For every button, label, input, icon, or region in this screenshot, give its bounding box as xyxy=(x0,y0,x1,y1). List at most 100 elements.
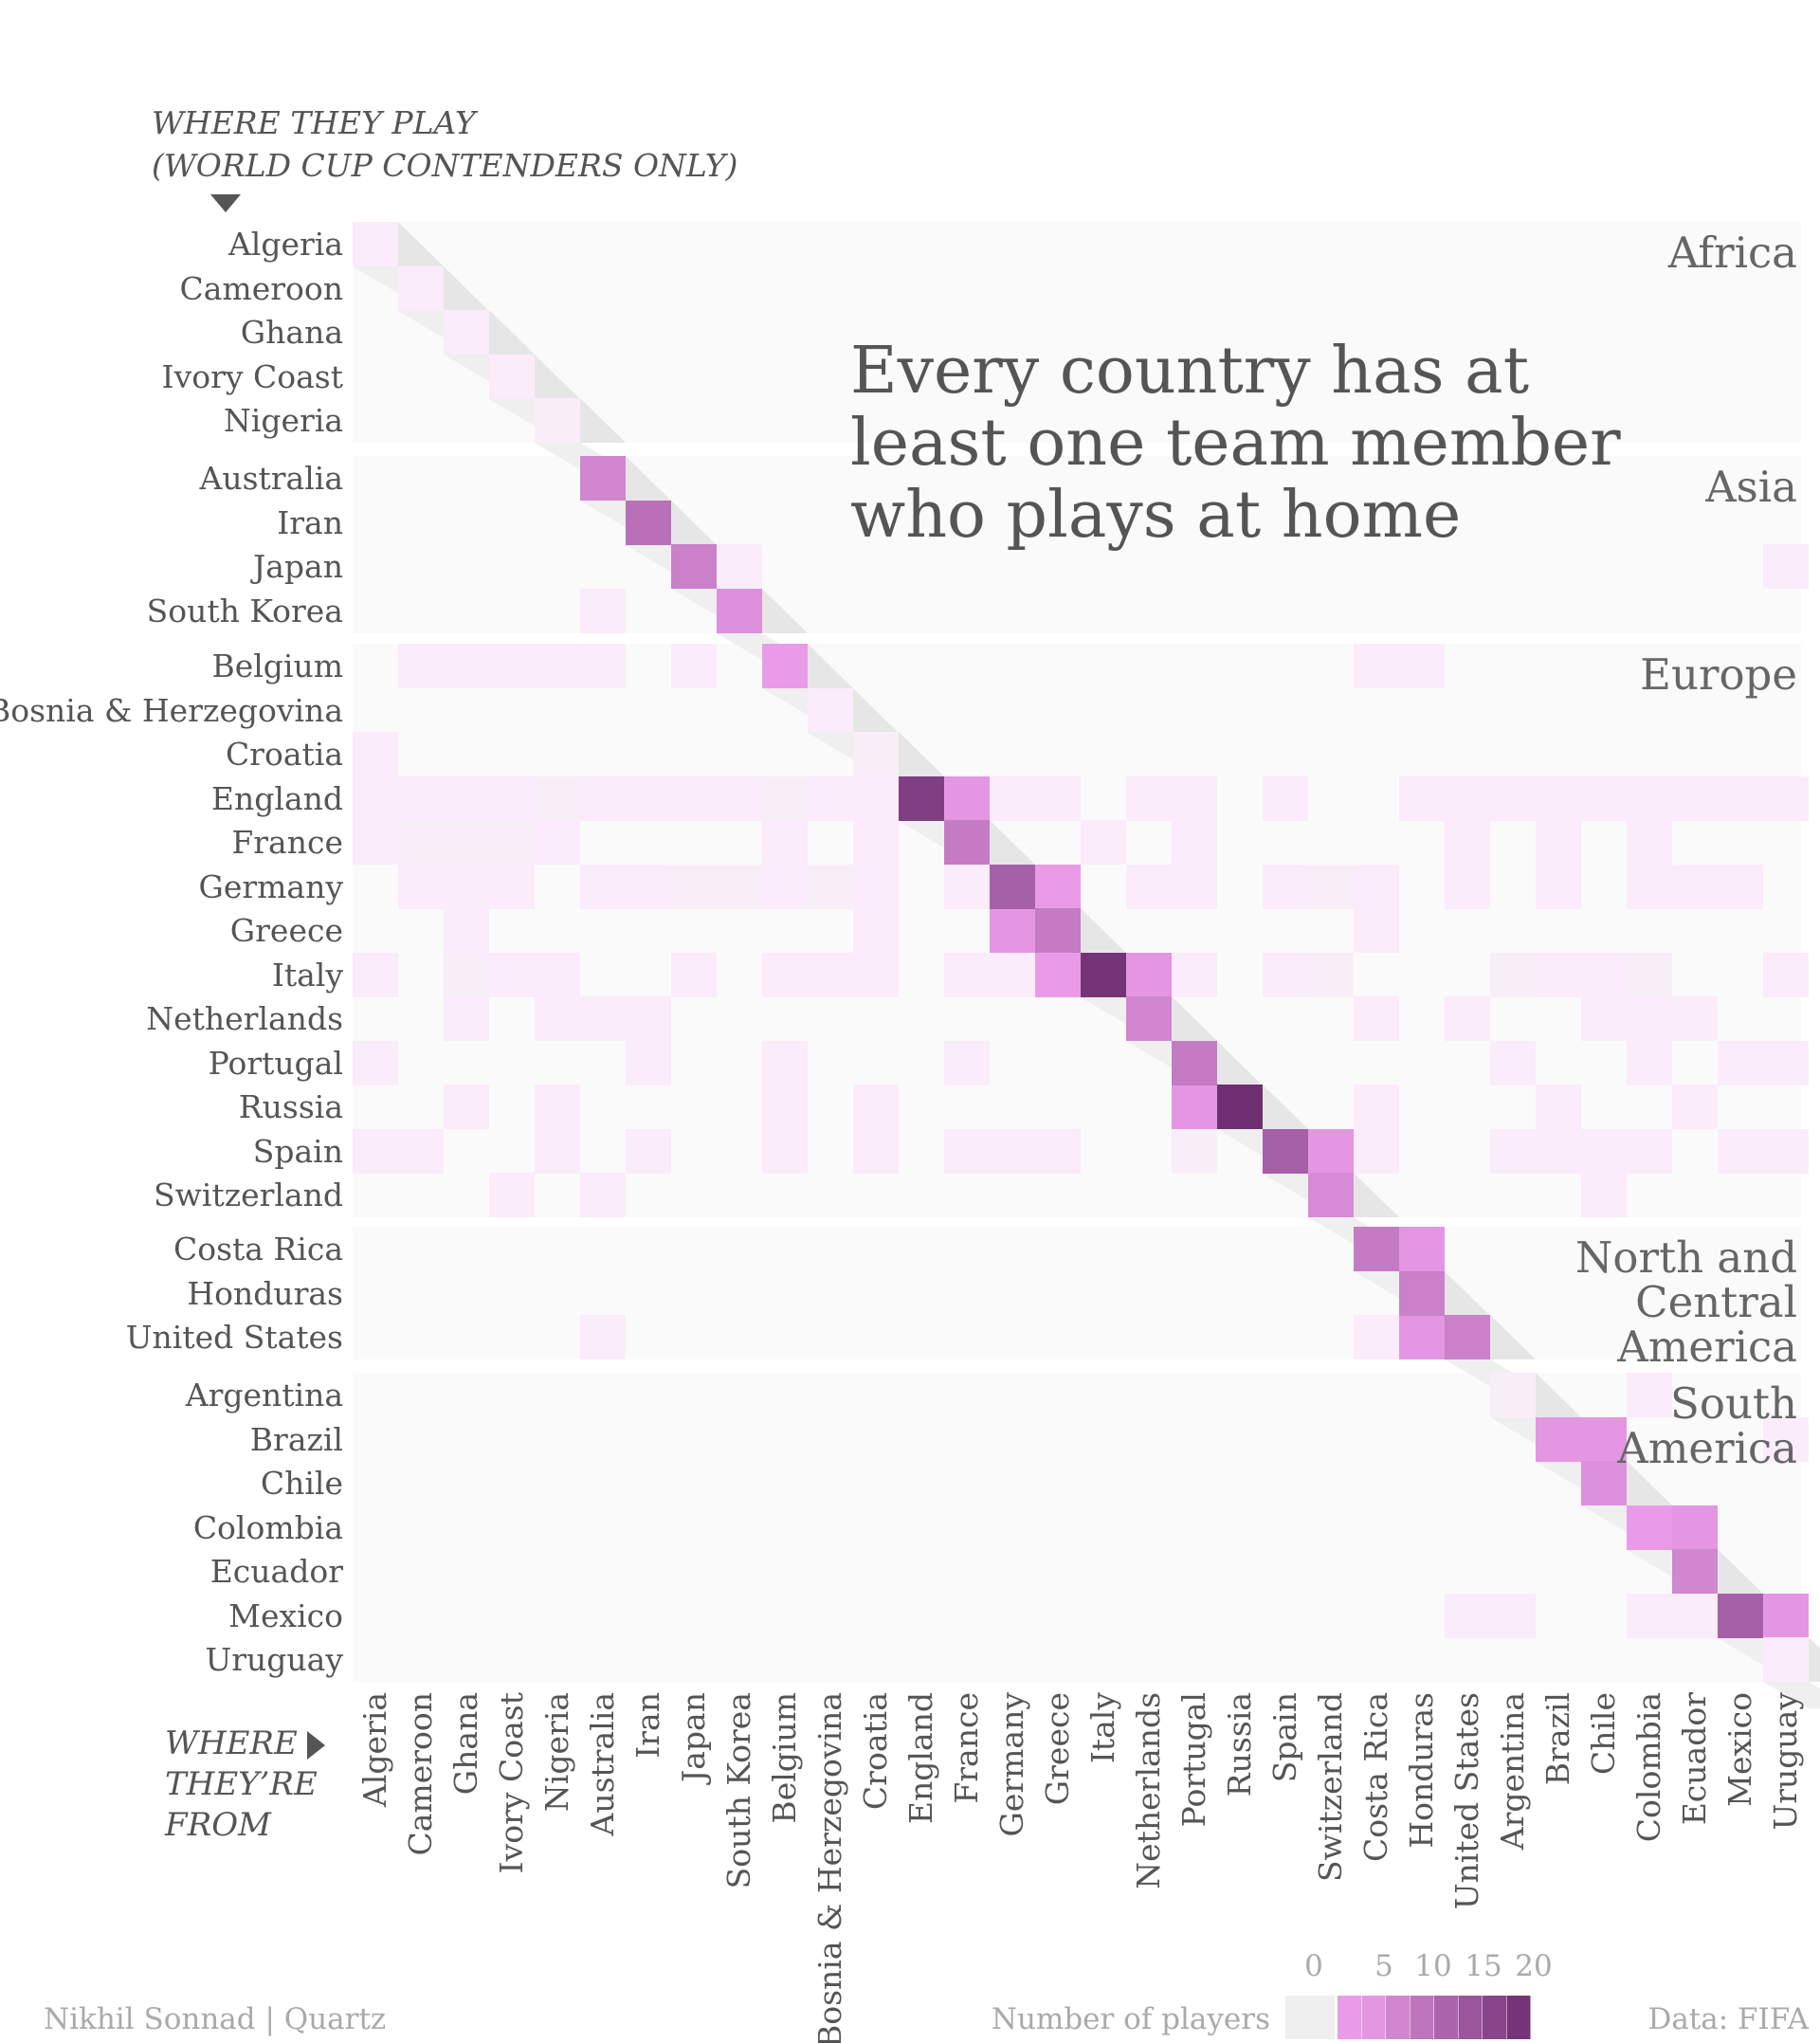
region-label: Asia xyxy=(1704,462,1797,512)
heatmap-cell xyxy=(444,908,489,953)
x-axis-title-line3: FROM xyxy=(164,1806,272,1844)
heatmap-cell xyxy=(444,1085,489,1129)
column-label: Ivory Coast xyxy=(493,1692,530,1873)
heatmap-cell-diagonal xyxy=(1490,1373,1536,1417)
heatmap-cell xyxy=(853,1085,899,1129)
heatmap-cell xyxy=(580,589,626,633)
legend-tick: 5 xyxy=(1374,1949,1393,1983)
x-axis-title-line2: THEY’RE xyxy=(165,1765,318,1803)
heatmap-cell xyxy=(717,865,762,909)
heatmap-cell xyxy=(1172,820,1217,865)
column-label: Portugal xyxy=(1175,1692,1212,1827)
heatmap-cell xyxy=(1354,644,1399,688)
heatmap-cell xyxy=(1763,1417,1809,1462)
headline: Every country has at least one team memb… xyxy=(850,334,1621,553)
heatmap-cell-diagonal xyxy=(990,865,1035,909)
heatmap-cell xyxy=(444,776,489,821)
heatmap-cell xyxy=(1035,1129,1081,1174)
heatmap-cell xyxy=(1536,953,1581,997)
diagonal-shadow xyxy=(853,688,899,733)
heatmap-cell xyxy=(1445,865,1490,909)
heatmap-cell xyxy=(762,1041,808,1085)
heatmap-cell xyxy=(1490,1041,1536,1085)
column-label: Spain xyxy=(1266,1692,1303,1782)
heatmap-cell xyxy=(1354,996,1399,1041)
diagonal-shadow xyxy=(671,501,717,545)
y-axis-title-line1: WHERE THEY PLAY xyxy=(152,104,479,141)
row-label: Ghana xyxy=(241,314,343,351)
diagonal-shadow xyxy=(899,732,944,776)
row-label: Iran xyxy=(277,504,343,541)
heatmap-cell xyxy=(1627,865,1672,909)
heatmap-cell xyxy=(580,1315,626,1359)
region-label: Europe xyxy=(1640,649,1797,700)
heatmap-cell xyxy=(717,776,762,821)
heatmap-cell xyxy=(353,732,398,776)
diagonal-shadow xyxy=(1081,908,1126,953)
heatmap-cell xyxy=(1172,865,1217,909)
heatmap-cell xyxy=(444,996,489,1041)
row-label: Brazil xyxy=(250,1421,343,1458)
heatmap-cell xyxy=(1581,1129,1627,1174)
heatmap-cell xyxy=(580,1173,626,1217)
legend-swatch xyxy=(1361,1996,1386,2039)
heatmap-cell-diagonal xyxy=(899,776,944,821)
heatmap-cell xyxy=(1581,1173,1627,1217)
heatmap-cell xyxy=(1490,1129,1536,1174)
column-label: Uruguay xyxy=(1767,1692,1804,1831)
row-label: Germany xyxy=(198,868,343,905)
diagonal-shadow xyxy=(1763,1682,1820,1709)
y-axis-title-line2: (WORLD CUP CONTENDERS ONLY) xyxy=(152,147,737,184)
heatmap-cell xyxy=(762,953,808,997)
row-label: Cameroon xyxy=(179,270,343,307)
diagonal-shadow xyxy=(535,355,580,399)
column-label: Cameroon xyxy=(402,1692,439,1856)
row-label: Colombia xyxy=(193,1509,343,1546)
heatmap-cell xyxy=(626,996,671,1041)
column-label: Ghana xyxy=(447,1692,484,1795)
heatmap-cell xyxy=(1763,953,1809,997)
heatmap-cell-diagonal xyxy=(808,688,853,733)
heatmap-cell-diagonal xyxy=(944,820,990,865)
diagonal-shadow xyxy=(444,266,489,311)
heatmap-cell xyxy=(444,644,489,688)
heatmap-cells xyxy=(353,222,1820,1709)
column-labels: Algeria Cameroon Ghana Ivory Coast Nigeria Au… xyxy=(356,1692,1804,2043)
heatmap-cell xyxy=(1445,1594,1490,1638)
column-label: Argentina xyxy=(1494,1692,1531,1851)
heatmap-cell xyxy=(353,953,398,997)
heatmap-cell xyxy=(535,644,580,688)
row-label: Spain xyxy=(253,1133,343,1170)
heatmap-cell xyxy=(398,776,444,821)
heatmap-cell-diagonal xyxy=(1536,1417,1581,1462)
heatmap-cell-diagonal xyxy=(1172,1041,1217,1085)
heatmap-cell xyxy=(990,776,1035,821)
heatmap-cell xyxy=(717,544,762,589)
heatmap-cell xyxy=(1536,865,1581,909)
heatmap-cell xyxy=(1718,1129,1763,1174)
heatmap-cell xyxy=(626,1041,671,1085)
heatmap-cell-diagonal xyxy=(444,310,489,355)
credit: Nikhil Sonnad | Quartz xyxy=(44,2002,386,2036)
column-label: Russia xyxy=(1221,1692,1258,1797)
region-label: America xyxy=(1616,1423,1797,1473)
heatmap-cell xyxy=(808,776,853,821)
region-label: Africa xyxy=(1667,228,1797,278)
diagonal-shadow xyxy=(1718,1549,1763,1594)
heatmap-cell xyxy=(1627,1373,1672,1417)
heatmap-cell xyxy=(762,1085,808,1129)
diagonal-shadow xyxy=(1354,1173,1399,1217)
heatmap-cell xyxy=(1399,1227,1445,1271)
heatmap-cell xyxy=(1763,1594,1809,1638)
legend-swatch xyxy=(1386,1996,1410,2039)
heatmap-cell xyxy=(489,1173,535,1217)
heatmap-cell xyxy=(990,953,1035,997)
heatmap-cell xyxy=(1308,1129,1354,1174)
heatmap-cell xyxy=(535,1129,580,1174)
legend-tick: 15 xyxy=(1465,1949,1502,1983)
heatmap-cell xyxy=(1354,865,1399,909)
heatmap-cell xyxy=(1172,953,1217,997)
headline-line2: least one team member xyxy=(850,406,1621,481)
